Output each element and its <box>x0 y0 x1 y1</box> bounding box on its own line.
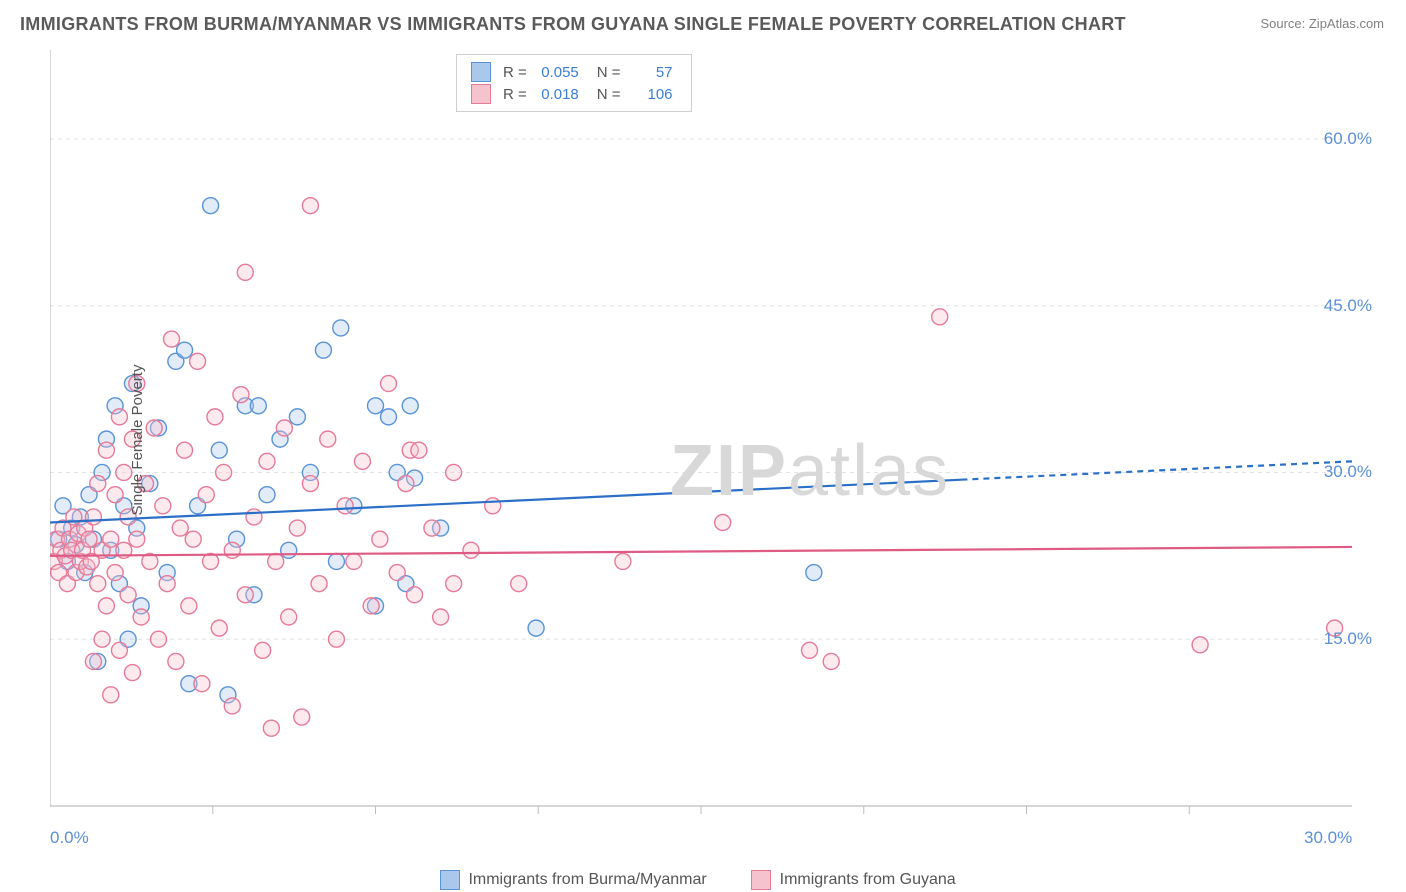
swatch-series-0 <box>471 62 491 82</box>
legend-item-1: Immigrants from Guyana <box>751 870 956 890</box>
legend-series-1-label: Immigrants from Guyana <box>780 871 956 888</box>
source-label: Source: ZipAtlas.com <box>1260 16 1384 31</box>
chart-title: IMMIGRANTS FROM BURMA/MYANMAR VS IMMIGRA… <box>20 14 1126 35</box>
legend-row-series-1: R = 0.018 N = 106 <box>467 83 677 105</box>
chart-plot-area: Single Female Poverty ZIPatlas R = 0.055… <box>50 50 1370 830</box>
legend-series-names: Immigrants from Burma/Myanmar Immigrants… <box>440 870 996 890</box>
legend-n-value-0: 57 <box>625 61 677 83</box>
legend-item-0: Immigrants from Burma/Myanmar <box>440 870 707 890</box>
x-tick-label: 30.0% <box>1304 828 1352 848</box>
legend-r-value-0: 0.055 <box>531 61 583 83</box>
legend-n-label: N = <box>583 83 625 105</box>
legend-r-value-1: 0.018 <box>531 83 583 105</box>
legend-n-value-1: 106 <box>625 83 677 105</box>
x-tick-label: 0.0% <box>50 828 89 848</box>
legend-row-series-0: R = 0.055 N = 57 <box>467 61 677 83</box>
swatch-series-1 <box>471 84 491 104</box>
y-tick-label: 60.0% <box>1324 129 1372 149</box>
chart-svg <box>50 50 1370 830</box>
legend-r-label: R = <box>499 83 531 105</box>
y-tick-label: 15.0% <box>1324 629 1372 649</box>
legend-r-label: R = <box>499 61 531 83</box>
legend-correlation-box: R = 0.055 N = 57 R = 0.018 N = 106 <box>456 54 692 112</box>
y-axis-label: Single Female Poverty <box>129 365 146 516</box>
y-tick-label: 30.0% <box>1324 462 1372 482</box>
swatch-series-1-icon <box>751 870 771 890</box>
y-tick-label: 45.0% <box>1324 296 1372 316</box>
legend-n-label: N = <box>583 61 625 83</box>
legend-series-0-label: Immigrants from Burma/Myanmar <box>468 871 706 888</box>
swatch-series-0-icon <box>440 870 460 890</box>
